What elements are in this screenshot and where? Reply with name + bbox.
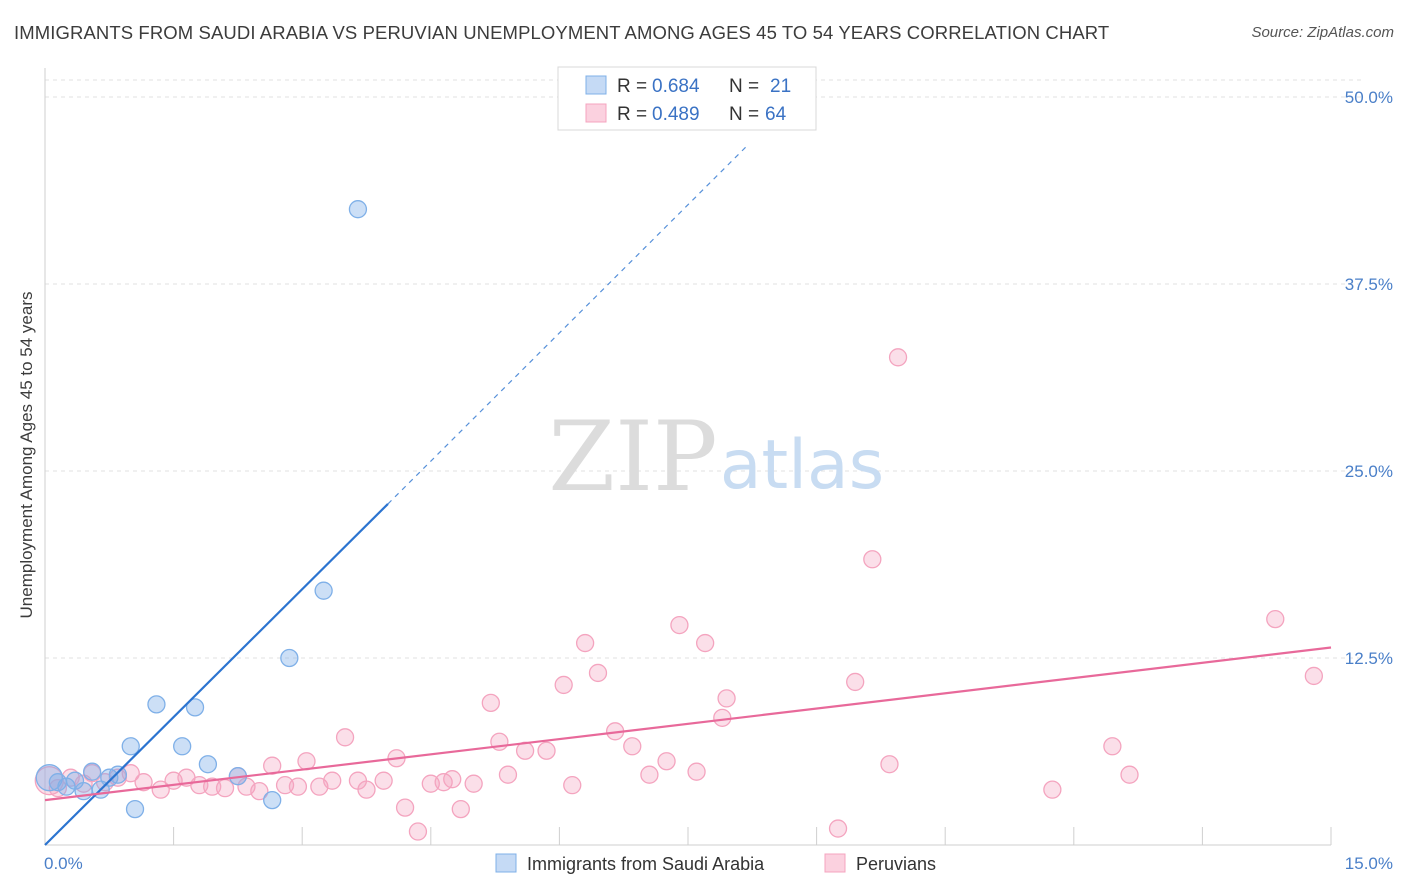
peruvians-point — [288, 777, 308, 796]
peruvians-point — [717, 689, 736, 708]
saudi-arabia-point — [348, 200, 368, 219]
peruvians-point — [451, 799, 470, 819]
x-tick-label-min: 0.0% — [44, 854, 83, 873]
x-tick-label-max: 15.0% — [1345, 854, 1393, 873]
watermark: ZIP atlas — [548, 401, 884, 513]
stats-legend: R = 0.684 N = 21 R = 0.489 N = 64 — [557, 66, 817, 131]
peruvians-point — [464, 774, 483, 793]
saudi-arabia-trend-extension — [387, 144, 749, 505]
saudi-arabia-point — [35, 764, 63, 792]
peruvians-point — [335, 728, 355, 747]
tick-labels: 12.5% 25.0% 37.5% 50.0% 0.0% 15.0% — [44, 88, 1393, 873]
peruvians-point — [250, 781, 269, 801]
legend-n-label-peruvians: N = — [729, 104, 759, 125]
gridlines — [45, 79, 1361, 659]
legend-n-value-peruvians: 64 — [765, 104, 787, 125]
saudi-arabia-point — [198, 755, 218, 774]
peruvians-point — [357, 780, 376, 799]
peruvians-point — [537, 741, 556, 760]
y-tick-label: 37.5% — [1345, 275, 1393, 294]
peruvians-point — [481, 693, 500, 713]
peruvians-point — [563, 776, 582, 795]
peruvians-point — [670, 615, 689, 635]
legend-n-label-saudi: N = — [729, 76, 759, 97]
legend-r-value-peruvians: 0.489 — [652, 104, 700, 125]
series-legend-label-peruvians: Peruvians — [856, 854, 936, 874]
peruvians-point — [134, 773, 153, 792]
peruvians-point — [215, 779, 235, 798]
peruvians-point — [588, 663, 608, 683]
saudi-arabia-point — [173, 737, 192, 756]
peruvians-point — [888, 348, 908, 367]
legend-swatch-peruvians — [585, 103, 607, 123]
saudi-arabia-point — [147, 695, 166, 714]
axes — [44, 68, 1332, 846]
peruvians-point — [1043, 780, 1062, 799]
saudi-arabia-point — [263, 790, 282, 810]
peruvians-point — [323, 771, 342, 790]
saudi-arabia-point — [314, 581, 333, 600]
legend-r-label-saudi: R = — [617, 76, 647, 97]
peruvians-point — [408, 822, 428, 841]
series-legend-swatch-saudi — [495, 853, 517, 873]
chart-title: IMMIGRANTS FROM SAUDI ARABIA VS PERUVIAN… — [14, 22, 1110, 43]
watermark-zip: ZIP — [548, 401, 717, 513]
peruvians-point — [395, 798, 415, 817]
legend-r-value-saudi: 0.684 — [652, 76, 700, 97]
peruvians-point — [443, 770, 462, 789]
peruvians-point — [554, 675, 573, 695]
saudi-arabia-point — [83, 762, 102, 781]
legend-r-label-peruvians: R = — [617, 104, 647, 125]
peruvians-point — [713, 708, 732, 727]
peruvians-point — [297, 752, 316, 771]
saudi-arabia-point — [185, 698, 205, 717]
legend-n-value-saudi: 21 — [770, 76, 791, 97]
peruvians-point — [498, 765, 518, 784]
source-label: Source: ZipAtlas.com — [1251, 24, 1394, 41]
trend-lines — [44, 144, 1332, 846]
peruvians-point — [1304, 666, 1324, 686]
saudi-arabia-trend-line — [44, 503, 389, 846]
watermark-atlas: atlas — [720, 426, 884, 505]
saudi-arabia-point — [280, 648, 299, 668]
series-legend-label-saudi: Immigrants from Saudi Arabia — [527, 854, 765, 874]
peruvians-point — [374, 771, 393, 790]
peruvians-trend-line — [44, 646, 1332, 802]
saudi-arabia-points — [35, 200, 368, 819]
saudi-arabia-point — [121, 737, 140, 756]
peruvians-point — [687, 762, 706, 781]
peruvians-point — [846, 672, 865, 692]
peruvians-point — [623, 737, 642, 756]
peruvians-point — [640, 765, 659, 784]
saudi-arabia-point — [125, 799, 145, 819]
peruvians-point — [863, 550, 882, 569]
y-tick-label: 12.5% — [1345, 649, 1393, 668]
peruvians-point — [1266, 609, 1285, 629]
y-tick-label: 25.0% — [1345, 462, 1393, 481]
series-legend: Immigrants from Saudi Arabia Peruvians — [495, 853, 936, 874]
peruvians-point — [695, 633, 715, 653]
peruvians-point — [828, 819, 848, 838]
peruvians-point — [657, 752, 676, 771]
y-tick-label: 50.0% — [1345, 88, 1393, 107]
peruvians-point — [1120, 765, 1139, 784]
legend-swatch-saudi — [585, 75, 607, 95]
peruvians-point — [1103, 737, 1122, 756]
series-legend-swatch-peruvians — [824, 853, 846, 873]
peruvians-point — [880, 755, 899, 774]
saudi-arabia-point — [108, 765, 128, 784]
peruvians-point — [575, 633, 595, 653]
